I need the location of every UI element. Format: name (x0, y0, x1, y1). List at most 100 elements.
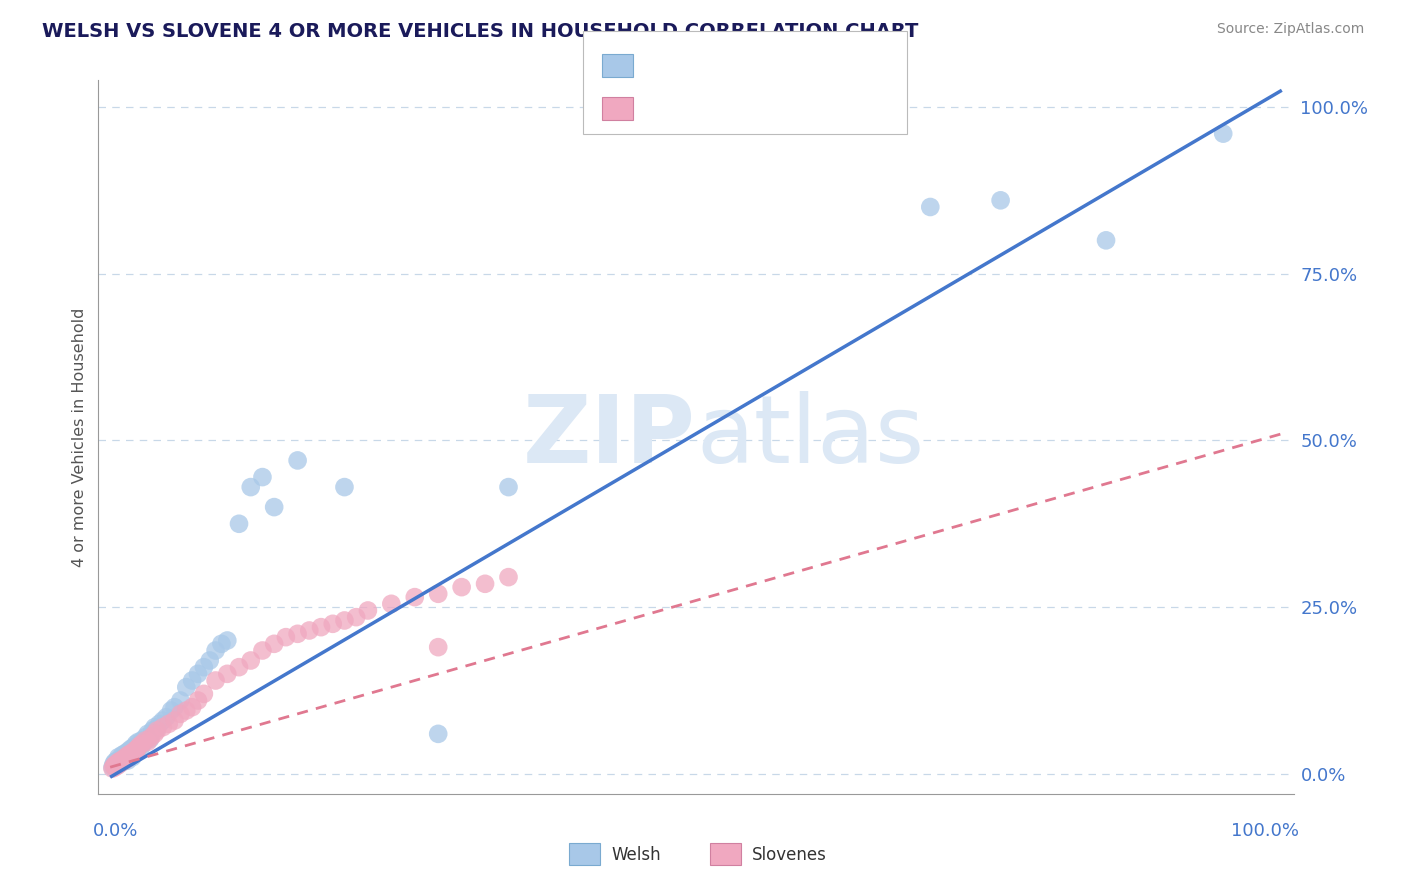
Point (1095, 233, 1118, 247)
Point (217, 633, 239, 648)
Point (128, 739, 150, 753)
Point (174, 680, 197, 694)
Point (204, 643, 226, 657)
Point (110, 754, 132, 768)
Text: 100.0%: 100.0% (1232, 822, 1299, 840)
Point (115, 752, 138, 766)
Point (146, 722, 169, 736)
Point (111, 755, 134, 769)
Point (134, 733, 156, 747)
Point (193, 660, 215, 674)
Point (141, 730, 163, 744)
Point (118, 743, 141, 757)
Point (110, 752, 132, 766)
Point (187, 666, 209, 681)
Point (169, 693, 191, 707)
Point (181, 700, 204, 714)
Text: ZIP: ZIP (523, 391, 696, 483)
Point (143, 727, 166, 741)
Point (105, 759, 128, 773)
Point (101, 762, 124, 776)
Point (152, 720, 174, 734)
Point (427, 727, 450, 741)
Point (114, 750, 136, 764)
Text: N = 59: N = 59 (780, 57, 848, 75)
Point (298, 624, 321, 638)
Point (103, 759, 125, 773)
Point (357, 603, 380, 617)
Text: N = 58: N = 58 (780, 100, 848, 118)
Point (157, 716, 180, 731)
Point (160, 704, 183, 718)
Point (287, 627, 309, 641)
Point (107, 750, 129, 764)
Text: Slovenes: Slovenes (752, 846, 827, 863)
Point (990, 194, 1012, 208)
Point (252, 470, 274, 484)
Point (193, 687, 215, 701)
Point (239, 480, 262, 494)
Point (141, 723, 163, 738)
Point (427, 640, 450, 655)
Point (344, 610, 367, 624)
Point (115, 746, 138, 760)
Point (333, 614, 356, 628)
Point (163, 700, 186, 714)
Point (111, 748, 134, 763)
Point (114, 750, 136, 764)
Y-axis label: 4 or more Vehicles in Household: 4 or more Vehicles in Household (72, 308, 87, 566)
Point (112, 754, 135, 768)
Point (287, 453, 309, 467)
Point (105, 756, 128, 771)
Text: R = 0.788: R = 0.788 (641, 57, 740, 75)
Point (274, 630, 297, 644)
Point (450, 580, 472, 594)
Point (120, 748, 142, 763)
Point (139, 732, 162, 747)
Point (228, 660, 250, 674)
Point (117, 748, 139, 763)
Point (169, 706, 191, 721)
Point (124, 743, 146, 757)
Point (112, 755, 135, 769)
Point (263, 637, 285, 651)
Point (322, 616, 344, 631)
Point (131, 737, 153, 751)
Point (104, 755, 127, 769)
Point (920, 200, 942, 214)
Point (198, 653, 221, 667)
Point (152, 714, 174, 728)
Point (498, 570, 520, 584)
Point (125, 746, 148, 760)
Point (204, 673, 226, 688)
Point (132, 737, 155, 751)
Point (127, 743, 149, 757)
Point (239, 653, 262, 667)
Point (155, 710, 177, 724)
Text: atlas: atlas (696, 391, 924, 483)
Point (118, 750, 141, 764)
Point (120, 747, 141, 761)
Point (105, 759, 128, 773)
Point (131, 733, 153, 747)
Point (380, 597, 402, 611)
Point (121, 750, 143, 764)
Point (228, 516, 250, 531)
Point (124, 746, 146, 760)
Point (107, 755, 129, 769)
Point (103, 756, 125, 771)
Point (127, 735, 149, 749)
Point (136, 727, 159, 741)
Point (101, 760, 124, 774)
Point (181, 673, 204, 688)
Point (112, 752, 135, 766)
Text: 0.0%: 0.0% (93, 822, 138, 840)
Point (128, 739, 150, 753)
Point (148, 716, 170, 731)
Point (108, 756, 131, 771)
Point (498, 480, 520, 494)
Point (122, 740, 145, 755)
Point (125, 737, 148, 751)
Point (117, 754, 139, 768)
Point (333, 480, 356, 494)
